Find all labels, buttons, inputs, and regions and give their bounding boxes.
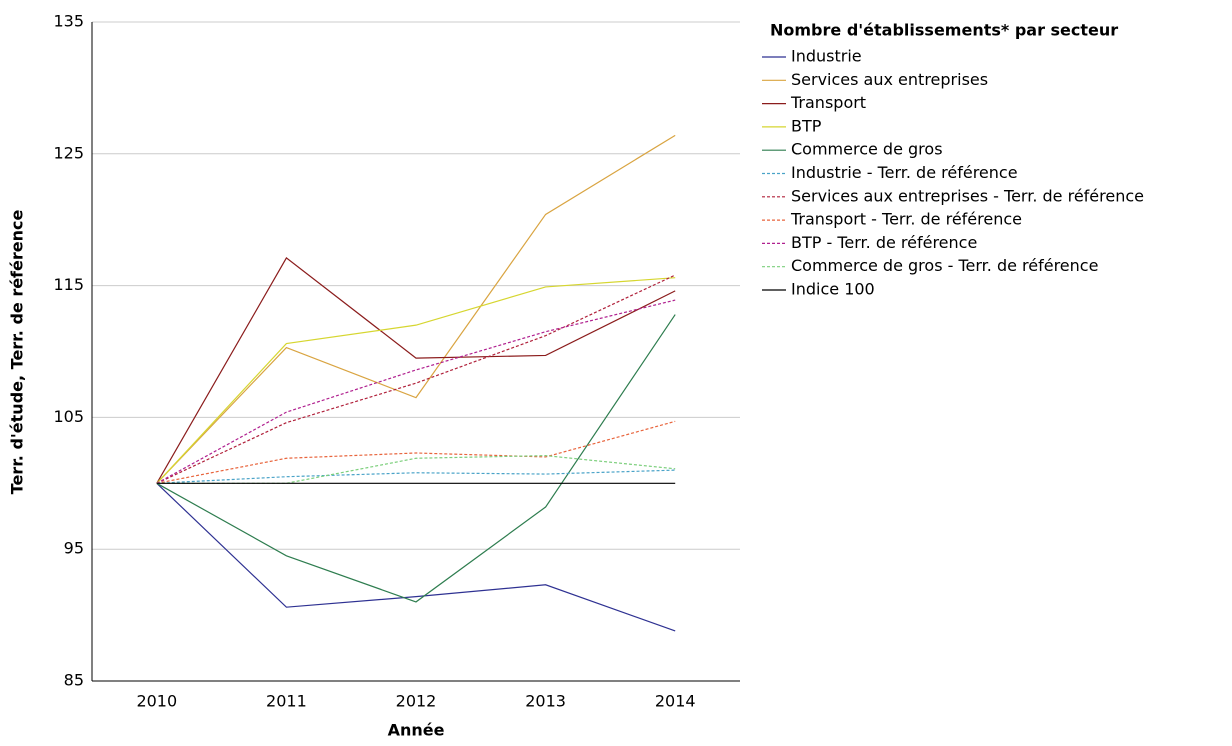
series-line — [156, 469, 676, 484]
y-axis-label: Terr. d'étude, Terr. de référence — [8, 210, 27, 495]
series-line — [156, 257, 676, 484]
x-axis-label: Année — [388, 721, 445, 740]
legend-label: Transport — [790, 93, 866, 112]
series-line — [156, 314, 676, 603]
legend-label: Industrie - Terr. de référence — [791, 163, 1018, 182]
x-tick-label: 2010 — [136, 692, 177, 711]
legend-title: Nombre d'établissements* par secteur — [770, 21, 1118, 40]
legend-label: BTP — [791, 116, 822, 135]
series-line — [156, 277, 676, 484]
legend-label: Commerce de gros — [791, 140, 943, 159]
series-line — [156, 420, 676, 484]
legend-label: BTP - Terr. de référence — [791, 233, 977, 252]
y-tick-label: 125 — [53, 143, 84, 162]
x-tick-label: 2014 — [655, 692, 696, 711]
y-tick-label: 105 — [53, 407, 84, 426]
x-tick-label: 2013 — [525, 692, 566, 711]
x-tick-label: 2012 — [396, 692, 437, 711]
series-line — [156, 299, 676, 484]
legend-label: Services aux entreprises - Terr. de réfé… — [791, 186, 1144, 205]
y-tick-label: 135 — [53, 12, 84, 31]
y-tick-label: 85 — [64, 671, 84, 690]
series-line — [156, 482, 676, 632]
series-line — [156, 274, 676, 484]
y-tick-label: 115 — [53, 275, 84, 294]
x-tick-label: 2011 — [266, 692, 307, 711]
legend-label: Industrie — [791, 47, 862, 66]
legend-label: Commerce de gros - Terr. de référence — [791, 256, 1098, 275]
legend-label: Transport - Terr. de référence — [790, 210, 1022, 229]
legend-label: Indice 100 — [791, 280, 875, 299]
legend-label: Services aux entreprises — [791, 70, 988, 89]
y-tick-label: 95 — [64, 539, 84, 558]
series-line — [156, 134, 676, 484]
